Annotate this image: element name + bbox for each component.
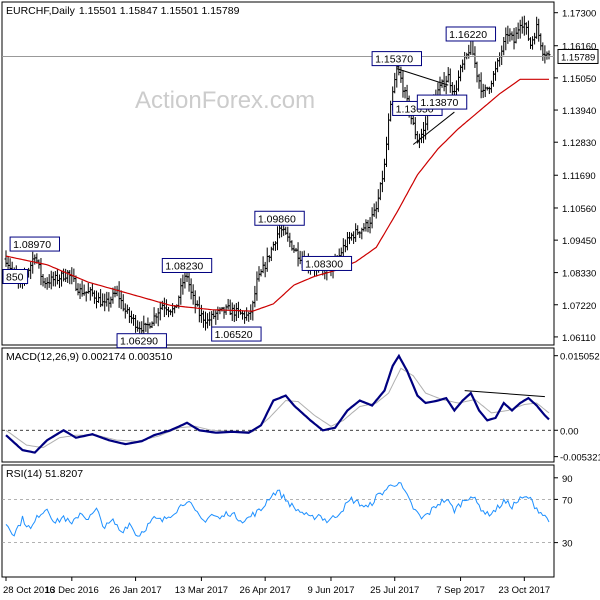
price-annotation: 1.08970 (9, 236, 60, 252)
last-price-label: 1.15789 (561, 52, 595, 63)
watermark: ActionForex.com (135, 87, 315, 114)
macd-y-tick-label: -0.005321 (560, 453, 600, 464)
price-annotation: 1.08230 (161, 257, 213, 273)
instrument-label: EURCHF,Daily (6, 5, 76, 17)
price-y-tick-label: 1.08330 (562, 269, 596, 280)
annotation-label: 1.08970 (13, 239, 51, 251)
price-y-tick-label: 1.15050 (562, 74, 596, 85)
axes: 1.06110 1.07220 1.08330 1.09450 1.10560 1.116… (3, 9, 600, 596)
price-annotations: 1.08970 850 1.08230 1.06290 1.06520 1.09860 1.… (2, 26, 497, 349)
macd-panel (2, 353, 554, 454)
annotation-label: 1.08300 (305, 258, 343, 270)
macd-panel-frame (1, 347, 555, 463)
price-panel: 1.08970 850 1.08230 1.06290 1.06520 1.09860 1.… (2, 15, 554, 349)
price-annotation: 1.13870 (416, 94, 468, 110)
x-tick-label: 26 Jan 2017 (109, 585, 161, 596)
x-tick-label: 13 Dec 2016 (45, 585, 99, 596)
upper-trendline (396, 68, 449, 86)
annotation-label: 1.08230 (165, 260, 203, 272)
x-tick-label: 23 Oct 2017 (498, 585, 550, 596)
price-y-axis: 1.06110 1.07220 1.08330 1.09450 1.10560 1.116… (554, 9, 596, 344)
rsi-line (5, 482, 550, 537)
annotation-label: 1.16220 (449, 29, 487, 41)
annotation-label: 1.13870 (420, 97, 458, 109)
price-y-tick-label: 1.16160 (562, 42, 596, 53)
x-tick-label: 25 Jul 2017 (370, 585, 419, 596)
price-annotation: 1.16220 (445, 26, 497, 42)
last-price-marker: 1.15789 (557, 48, 599, 64)
annotation-label: 1.09860 (258, 213, 296, 225)
x-tick-label: 7 Sep 2017 (436, 585, 485, 596)
macd-y-axis: 0.015052 0.00 -0.005321 (554, 352, 600, 464)
price-annotation: 1.09860 (254, 210, 305, 226)
price-y-tick-label: 1.06110 (562, 333, 596, 344)
x-tick-label: 26 Apr 2017 (240, 585, 291, 596)
macd-y-tick-label: 0.015052 (560, 352, 600, 363)
price-y-tick-label: 1.12830 (562, 138, 596, 149)
price-panel-title: EURCHF,Daily 1.15501 1.15847 1.15501 1.15… (6, 5, 240, 17)
price-annotation: 1.08300 (301, 255, 353, 271)
annotation-label: 1.06520 (215, 329, 253, 341)
price-panel-frame (1, 1, 555, 346)
x-tick-label: 28 Oct 2016 (3, 585, 55, 596)
x-tick-label: 13 Mar 2017 (175, 585, 228, 596)
annotation-label: 1.06290 (120, 336, 158, 348)
price-annotation: 1.06520 (211, 326, 262, 342)
price-annotation: 1.15370 (371, 51, 422, 67)
lower-trendline (412, 111, 455, 145)
panel-frames (1, 1, 555, 578)
price-y-tick-label: 1.09450 (562, 236, 596, 247)
rsi-panel (2, 482, 554, 543)
rsi-y-tick-label: 70 (562, 495, 573, 506)
macd-panel-title: MACD(12,26,9) 0.002174 0.003510 (6, 351, 173, 363)
price-bar (547, 50, 551, 60)
x-tick-label: 9 Jun 2017 (307, 585, 354, 596)
macd-y-tick-label: 0.00 (560, 426, 579, 437)
rsi-panel-frame (1, 464, 555, 578)
trendlines (396, 68, 455, 145)
price-annotation: 1.06290 (116, 333, 167, 349)
moving-average-line (5, 78, 549, 312)
ohlc-header: 1.15501 1.15847 1.15501 1.15789 (79, 5, 240, 17)
price-y-tick-label: 1.17300 (562, 9, 596, 20)
rsi-panel-title: RSI(14) 51.8207 (6, 468, 83, 480)
price-annotation: 850 (2, 269, 29, 284)
price-y-tick-label: 1.11690 (562, 171, 596, 182)
rsi-y-tick-label: 30 (562, 539, 573, 550)
macd-main-line (5, 353, 550, 454)
macd-trendline (464, 390, 545, 398)
price-y-tick-label: 1.13940 (562, 106, 596, 117)
price-y-tick-label: 1.10560 (562, 204, 596, 215)
price-y-tick-label: 1.07220 (562, 301, 596, 312)
rsi-y-tick-label: 90 (562, 474, 573, 485)
rsi-y-axis: 90 70 30 (554, 474, 573, 550)
annotation-label: 850 (6, 272, 24, 284)
annotation-label: 1.15370 (375, 54, 413, 66)
